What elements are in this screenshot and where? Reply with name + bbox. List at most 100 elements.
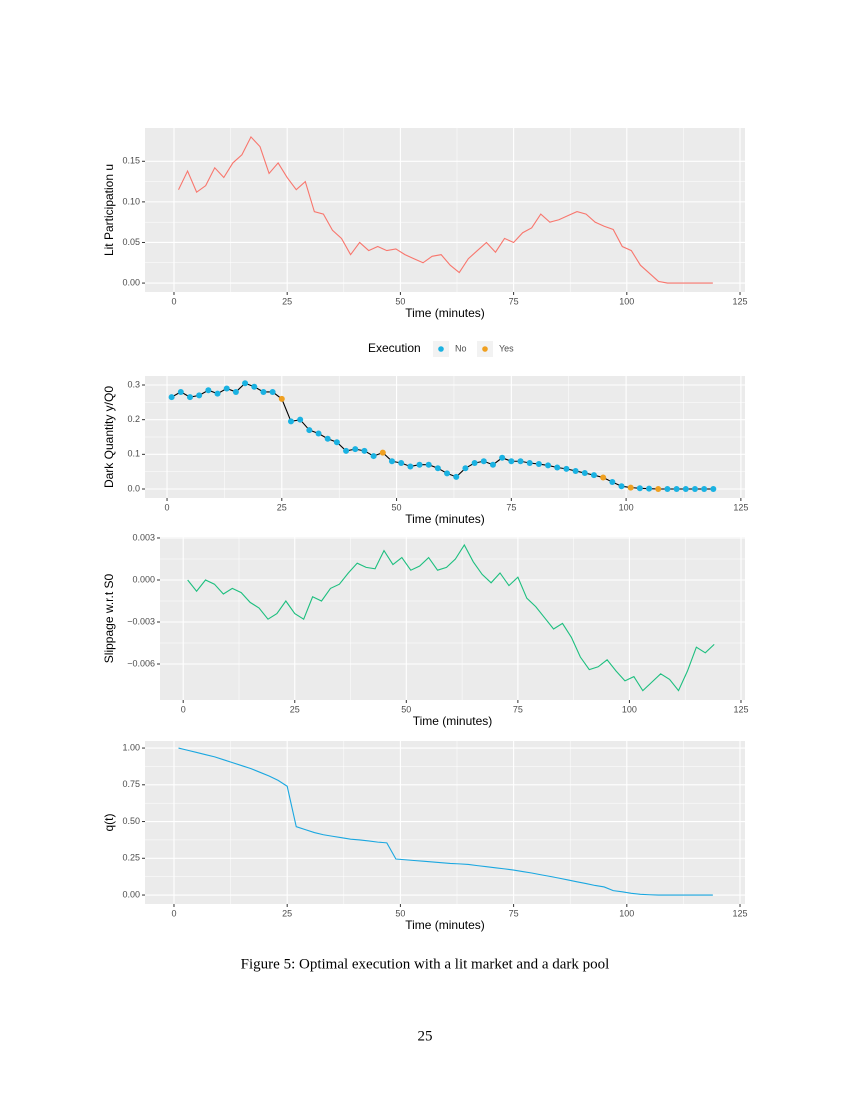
y-axis-title: q(t): [102, 813, 116, 831]
chart-panel: 0 25 50 75 100 125 0.00 0.05 0.10 0.15 Time (minut…: [102, 128, 748, 320]
data-point: [196, 392, 203, 399]
data-point: [499, 454, 506, 461]
data-point: [398, 459, 405, 466]
x-tick-label: 50: [401, 704, 411, 714]
data-point: [186, 394, 193, 401]
data-point: [526, 459, 533, 466]
x-tick-label: 50: [392, 502, 402, 512]
x-tick-label: 100: [619, 296, 634, 306]
data-point: [655, 485, 662, 492]
data-point: [572, 467, 579, 474]
data-point: [618, 483, 625, 490]
y-tick-label: 0.003: [132, 532, 155, 542]
data-point: [581, 470, 588, 477]
x-axis-title: Time (minutes): [405, 512, 485, 526]
y-tick-label: 0.1: [127, 449, 140, 459]
data-point: [343, 447, 350, 454]
x-axis-title: Time (minutes): [405, 918, 485, 932]
x-tick-label: 25: [282, 296, 292, 306]
data-point: [434, 465, 441, 472]
data-point: [636, 485, 643, 492]
data-point: [379, 449, 386, 456]
data-point: [205, 387, 212, 394]
data-point: [333, 439, 340, 446]
x-tick-label: 125: [733, 908, 748, 918]
data-line: [178, 747, 713, 896]
x-tick-label: 75: [509, 296, 519, 306]
data-point: [627, 484, 634, 491]
data-point: [480, 458, 487, 465]
x-tick-label: 50: [395, 908, 405, 918]
data-point: [297, 416, 304, 423]
x-tick-label: 25: [282, 908, 292, 918]
x-tick-label: 0: [165, 502, 170, 512]
panel-background: [160, 537, 745, 700]
y-tick-label: 0.75: [122, 779, 140, 789]
data-point: [278, 395, 285, 402]
legend-label: No: [455, 343, 467, 353]
chart-panel: 0 25 50 75 100 125 0.0 0.1 0.2 0.3 Time (minutes) D…: [102, 341, 748, 526]
x-tick-label: 0: [171, 908, 176, 918]
data-point: [352, 446, 359, 453]
data-point: [646, 485, 653, 492]
data-point: [425, 461, 432, 468]
x-axis-title: Time (minutes): [405, 306, 485, 320]
figure-caption: Figure 5: Optimal execution with a lit m…: [241, 956, 610, 972]
x-tick-label: 75: [506, 502, 516, 512]
y-tick-label: 0.0: [127, 483, 140, 493]
data-point: [287, 418, 294, 425]
data-point: [545, 462, 552, 469]
y-tick-label: 0.25: [122, 853, 140, 863]
data-point: [416, 461, 423, 468]
panel-background: [145, 741, 745, 904]
data-point: [453, 473, 460, 480]
x-tick-label: 0: [171, 296, 176, 306]
x-tick-label: 50: [395, 296, 405, 306]
data-point: [242, 380, 249, 387]
x-tick-label: 0: [181, 704, 186, 714]
data-point: [260, 388, 267, 395]
x-axis-title: Time (minutes): [413, 714, 493, 728]
data-line: [178, 135, 713, 284]
data-point: [710, 485, 717, 492]
y-tick-label: −0.003: [127, 616, 155, 626]
x-tick-label: 125: [733, 502, 748, 512]
x-tick-label: 100: [619, 908, 634, 918]
data-point: [361, 447, 368, 454]
data-point: [590, 472, 597, 479]
y-tick-label: 0.00: [122, 889, 140, 899]
data-point: [251, 383, 258, 390]
chart-panel: 0 25 50 75 100 125 −0.006 −0.003 0.000 0.003 Time …: [102, 532, 748, 728]
data-point: [269, 388, 276, 395]
x-tick-label: 125: [733, 704, 748, 714]
data-point: [701, 485, 708, 492]
data-point: [306, 427, 313, 434]
y-tick-label: 0.05: [122, 237, 140, 247]
data-point: [444, 470, 451, 477]
data-point: [489, 461, 496, 468]
data-point: [691, 485, 698, 492]
data-point: [232, 388, 239, 395]
legend-symbol: [438, 346, 444, 352]
y-tick-label: 0.3: [127, 379, 140, 389]
y-axis-title: Dark Quantity y/Q0: [102, 386, 116, 488]
data-point: [407, 463, 414, 470]
y-tick-label: 0.00: [122, 277, 140, 287]
data-point: [177, 388, 184, 395]
data-point: [508, 458, 515, 465]
data-point: [471, 459, 478, 466]
y-tick-label: 0.50: [122, 816, 140, 826]
y-axis-title: Lit Participation u: [102, 164, 116, 256]
y-axis-title: Slippage w.r.t S0: [102, 573, 116, 663]
data-point: [600, 474, 607, 481]
data-point: [563, 465, 570, 472]
x-tick-label: 75: [509, 908, 519, 918]
data-point: [535, 461, 542, 468]
data-point: [664, 485, 671, 492]
x-tick-label: 25: [277, 502, 287, 512]
data-point: [223, 385, 230, 392]
data-line: [187, 543, 715, 692]
data-point: [315, 430, 322, 437]
